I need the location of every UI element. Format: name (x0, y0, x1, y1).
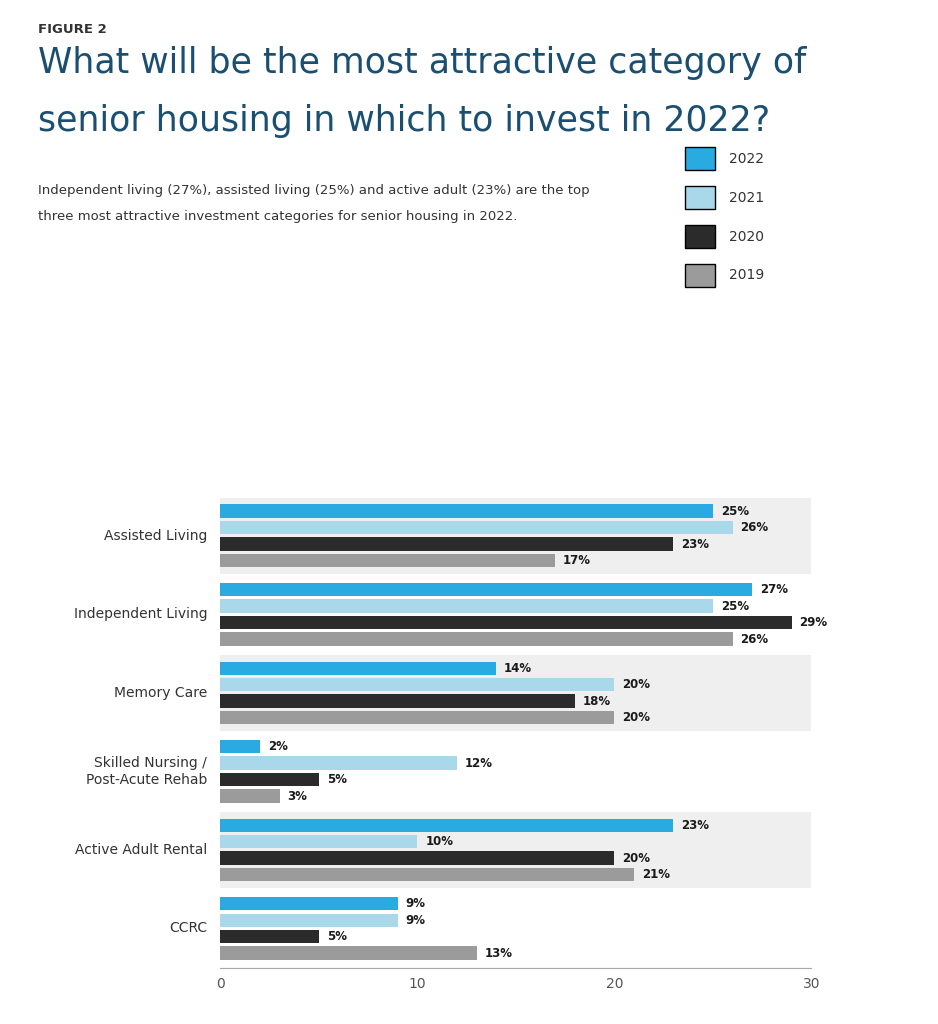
Text: three most attractive investment categories for senior housing in 2022.: three most attractive investment categor… (38, 210, 517, 223)
Text: 9%: 9% (405, 897, 426, 910)
Text: 20%: 20% (622, 711, 650, 724)
Text: 2021: 2021 (729, 190, 764, 205)
Bar (220, 818, 673, 831)
Text: 2019: 2019 (729, 268, 764, 283)
Bar (220, 694, 575, 708)
Bar (220, 891, 811, 966)
Bar (220, 577, 811, 652)
Text: 2020: 2020 (729, 229, 764, 244)
Bar (220, 868, 634, 882)
Bar (220, 812, 811, 888)
Bar (220, 599, 713, 612)
Text: 23%: 23% (681, 819, 709, 831)
Text: 13%: 13% (484, 946, 512, 959)
Bar (220, 913, 398, 927)
Bar (220, 897, 398, 910)
Bar (220, 616, 792, 630)
Text: 14%: 14% (504, 662, 532, 675)
Text: 5%: 5% (326, 773, 347, 786)
Text: senior housing in which to invest in 2022?: senior housing in which to invest in 202… (38, 104, 770, 138)
Bar (220, 521, 733, 535)
Bar (220, 946, 477, 959)
Bar (220, 711, 614, 724)
Text: 29%: 29% (799, 616, 827, 629)
Text: 10%: 10% (425, 836, 453, 848)
Text: 18%: 18% (582, 694, 611, 708)
Bar (220, 740, 260, 754)
Text: 3%: 3% (287, 790, 308, 803)
Text: 12%: 12% (464, 757, 492, 770)
Bar (220, 505, 713, 518)
Text: Independent living (27%), assisted living (25%) and active adult (23%) are the t: Independent living (27%), assisted livin… (38, 184, 589, 198)
Bar (220, 583, 752, 596)
Bar (220, 773, 319, 786)
Bar (220, 662, 496, 675)
Text: FIGURE 2: FIGURE 2 (38, 23, 106, 36)
Text: 2022: 2022 (729, 152, 764, 166)
Text: 25%: 25% (720, 505, 749, 518)
Text: 20%: 20% (622, 678, 650, 691)
Text: 27%: 27% (760, 584, 788, 596)
Bar (220, 499, 811, 573)
Text: 26%: 26% (740, 521, 768, 535)
Bar (220, 678, 614, 691)
Text: 21%: 21% (642, 868, 670, 881)
Bar (220, 554, 555, 567)
Bar (220, 734, 811, 809)
Text: 20%: 20% (622, 852, 650, 864)
Text: 17%: 17% (563, 554, 591, 567)
Bar (220, 655, 811, 730)
Text: What will be the most attractive category of: What will be the most attractive categor… (38, 46, 806, 80)
Bar (220, 538, 673, 551)
Bar (220, 852, 614, 865)
Bar (220, 757, 457, 770)
Text: 5%: 5% (326, 930, 347, 943)
Text: 9%: 9% (405, 913, 426, 927)
Bar (220, 790, 280, 803)
Text: 23%: 23% (681, 538, 709, 551)
Bar (220, 633, 733, 646)
Bar (220, 835, 417, 848)
Text: 26%: 26% (740, 633, 768, 645)
Text: 2%: 2% (267, 740, 288, 754)
Text: 25%: 25% (720, 600, 749, 612)
Bar (220, 930, 319, 943)
